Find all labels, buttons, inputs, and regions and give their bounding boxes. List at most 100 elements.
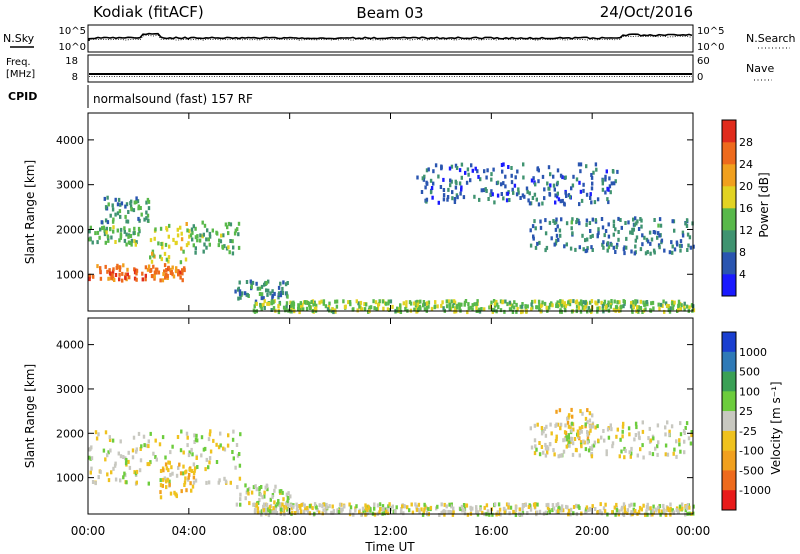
velocity-cell: [544, 453, 548, 458]
power-cell: [632, 217, 635, 222]
power-cell: [634, 244, 637, 249]
velocity-cell: [117, 451, 120, 456]
velocity-cell: [588, 411, 592, 416]
velocity-cell: [649, 506, 652, 511]
velocity-cell: [107, 450, 110, 455]
y-tick-label: 4000: [56, 134, 84, 147]
power-cell: [281, 286, 284, 291]
power-cell: [559, 173, 563, 178]
velocity-cell: [259, 510, 262, 515]
power-cell: [649, 241, 652, 246]
power-cell: [596, 197, 600, 202]
power-colorbar-tick: 28: [739, 136, 753, 149]
power-cell: [372, 299, 375, 304]
velocity-cell: [275, 511, 279, 515]
velocity-cell: [187, 453, 191, 458]
power-cell: [267, 288, 270, 293]
velocity-colorbar-tick: -1000: [739, 484, 771, 497]
velocity-colorbar-swatch: [722, 391, 736, 412]
power-cell: [121, 271, 124, 276]
power-cell: [508, 300, 512, 305]
power-cell: [596, 306, 599, 311]
power-cell: [108, 271, 112, 276]
power-cell: [673, 247, 677, 252]
power-cell: [673, 300, 676, 305]
velocity-heatmap: [88, 407, 695, 518]
power-cell: [669, 306, 672, 311]
velocity-cell: [675, 439, 678, 444]
power-cell: [541, 300, 544, 305]
velocity-cell: [192, 475, 196, 480]
velocity-cell: [328, 504, 331, 509]
velocity-cell: [165, 466, 169, 471]
power-cell: [653, 250, 656, 255]
power-cell: [103, 228, 106, 233]
power-cell: [191, 230, 194, 235]
velocity-cell: [219, 431, 222, 436]
power-cell: [589, 196, 592, 200]
power-cell: [238, 292, 242, 296]
power-cell: [282, 280, 285, 285]
power-cell: [545, 245, 549, 250]
velocity-cell: [391, 504, 394, 509]
power-cell: [273, 291, 276, 296]
velocity-cell: [552, 448, 555, 453]
power-cell: [285, 301, 289, 306]
power-cell: [620, 225, 623, 230]
power-cell: [641, 233, 644, 238]
velocity-cell: [306, 505, 309, 510]
power-cell: [119, 202, 122, 207]
power-cell: [459, 302, 462, 307]
power-cell: [559, 233, 562, 238]
power-cell: [492, 299, 496, 303]
velocity-cell: [190, 469, 193, 473]
power-cell: [678, 301, 682, 306]
station-title: Kodiak (fitACF): [93, 3, 204, 21]
power-cell: [586, 237, 589, 242]
velocity-cell: [354, 508, 357, 513]
power-cell: [515, 302, 518, 307]
velocity-colorbar-label: Velocity [m s⁻¹]: [769, 381, 783, 474]
power-cell: [167, 234, 170, 239]
velocity-cell: [558, 408, 562, 413]
velocity-cell: [684, 508, 687, 512]
power-cell: [477, 174, 480, 179]
velocity-cell: [252, 485, 256, 490]
velocity-cell: [204, 467, 207, 472]
power-cell: [658, 233, 661, 238]
power-cell: [526, 189, 529, 194]
power-cell: [501, 169, 504, 174]
power-cell: [172, 237, 175, 242]
velocity-cell: [628, 450, 631, 455]
power-cell: [639, 306, 643, 310]
velocity-cell: [581, 425, 584, 429]
power-cell: [437, 200, 440, 205]
power-cell: [389, 299, 393, 304]
velocity-cell: [569, 507, 573, 512]
velocity-cell: [679, 449, 682, 454]
velocity-cell: [672, 510, 675, 515]
velocity-cell: [493, 502, 497, 507]
velocity-cell: [273, 500, 276, 505]
power-cell: [507, 165, 510, 169]
power-cell: [376, 306, 380, 311]
velocity-cell: [560, 508, 563, 513]
velocity-cell: [634, 421, 638, 426]
power-cell: [539, 219, 542, 224]
power-cell: [229, 222, 233, 227]
velocity-cell: [657, 505, 660, 510]
power-cell: [205, 237, 208, 242]
power-cell: [493, 301, 497, 306]
power-cell: [136, 199, 140, 204]
velocity-cell: [260, 512, 263, 517]
velocity-cell: [560, 504, 564, 509]
power-cell: [484, 187, 487, 192]
velocity-cell: [447, 509, 450, 514]
velocity-cell: [349, 509, 352, 514]
velocity-cell: [238, 463, 242, 468]
power-cell: [496, 193, 500, 198]
velocity-cell: [188, 467, 192, 472]
velocity-cell: [463, 511, 467, 516]
power-cell: [425, 197, 429, 202]
